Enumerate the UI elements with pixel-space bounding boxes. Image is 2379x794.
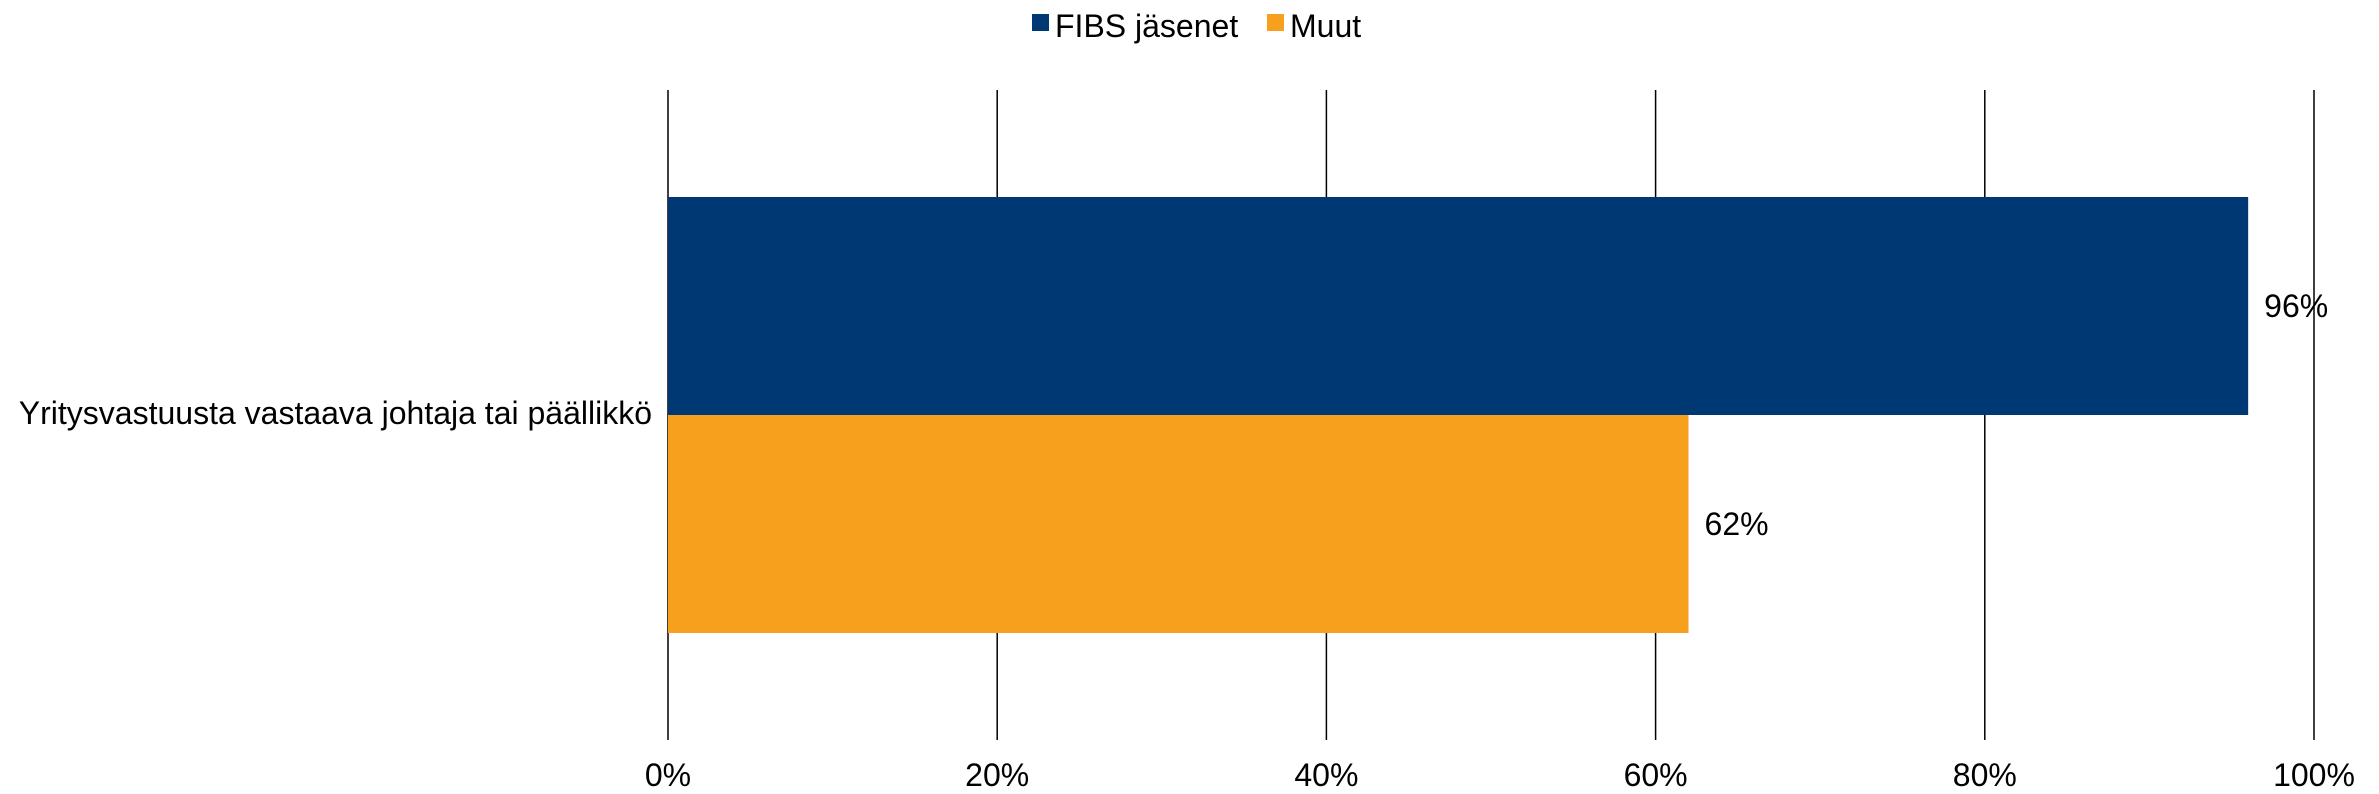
bars: [668, 197, 2249, 633]
x-tick-label: 60%: [1624, 757, 1688, 793]
category-label: Yritysvastuusta vastaava johtaja tai pää…: [19, 395, 652, 431]
bar-muut: [668, 415, 1689, 633]
x-tick-label: 80%: [1953, 757, 2017, 793]
x-axis-tick-labels: 0% 20% 40% 60% 80% 100%: [645, 757, 2355, 793]
x-tick-label: 100%: [2273, 757, 2355, 793]
legend-label-fibs: FIBS jäsenet: [1055, 8, 1238, 44]
legend-swatch-fibs: [1032, 14, 1049, 31]
legend-swatch-muut: [1267, 14, 1284, 31]
x-tick-label: 0%: [645, 757, 691, 793]
x-tick-label: 40%: [1294, 757, 1358, 793]
data-label: 96%: [2264, 288, 2328, 324]
data-label: 62%: [1705, 506, 1769, 542]
x-tick-label: 20%: [965, 757, 1029, 793]
legend-label-muut: Muut: [1290, 8, 1361, 44]
legend: FIBS jäsenet Muut: [1032, 8, 1361, 44]
value-labels: 96% 62%: [1705, 288, 2329, 542]
bar-fibs: [668, 197, 2249, 415]
